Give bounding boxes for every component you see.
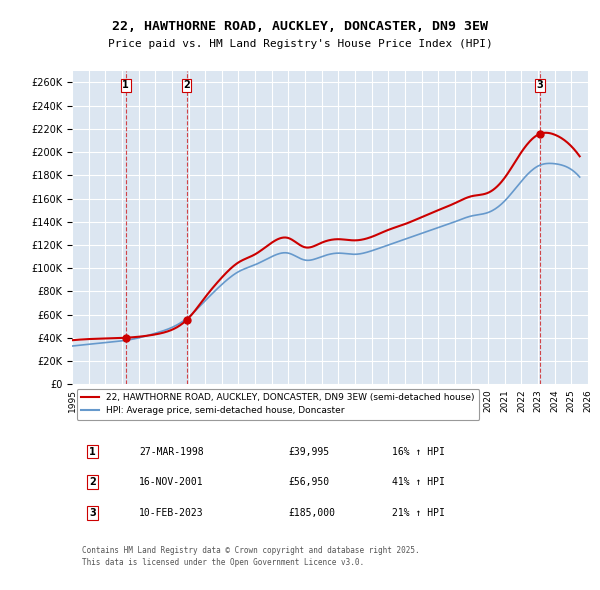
Text: 41% ↑ HPI: 41% ↑ HPI — [392, 477, 445, 487]
Text: 1: 1 — [89, 447, 96, 457]
Text: £185,000: £185,000 — [289, 508, 336, 518]
Text: Contains HM Land Registry data © Crown copyright and database right 2025.
This d: Contains HM Land Registry data © Crown c… — [82, 546, 420, 566]
Text: 21% ↑ HPI: 21% ↑ HPI — [392, 508, 445, 518]
Text: £39,995: £39,995 — [289, 447, 330, 457]
Text: 2: 2 — [89, 477, 96, 487]
Text: 22, HAWTHORNE ROAD, AUCKLEY, DONCASTER, DN9 3EW: 22, HAWTHORNE ROAD, AUCKLEY, DONCASTER, … — [112, 20, 488, 33]
Text: 1: 1 — [122, 80, 129, 90]
Text: 3: 3 — [89, 508, 96, 518]
Legend: 22, HAWTHORNE ROAD, AUCKLEY, DONCASTER, DN9 3EW (semi-detached house), HPI: Aver: 22, HAWTHORNE ROAD, AUCKLEY, DONCASTER, … — [77, 389, 479, 419]
Text: 10-FEB-2023: 10-FEB-2023 — [139, 508, 204, 518]
Text: Price paid vs. HM Land Registry's House Price Index (HPI): Price paid vs. HM Land Registry's House … — [107, 40, 493, 49]
Text: 3: 3 — [536, 80, 544, 90]
Text: £56,950: £56,950 — [289, 477, 330, 487]
Text: 16-NOV-2001: 16-NOV-2001 — [139, 477, 204, 487]
Text: 27-MAR-1998: 27-MAR-1998 — [139, 447, 204, 457]
Text: 16% ↑ HPI: 16% ↑ HPI — [392, 447, 445, 457]
Text: 2: 2 — [183, 80, 190, 90]
